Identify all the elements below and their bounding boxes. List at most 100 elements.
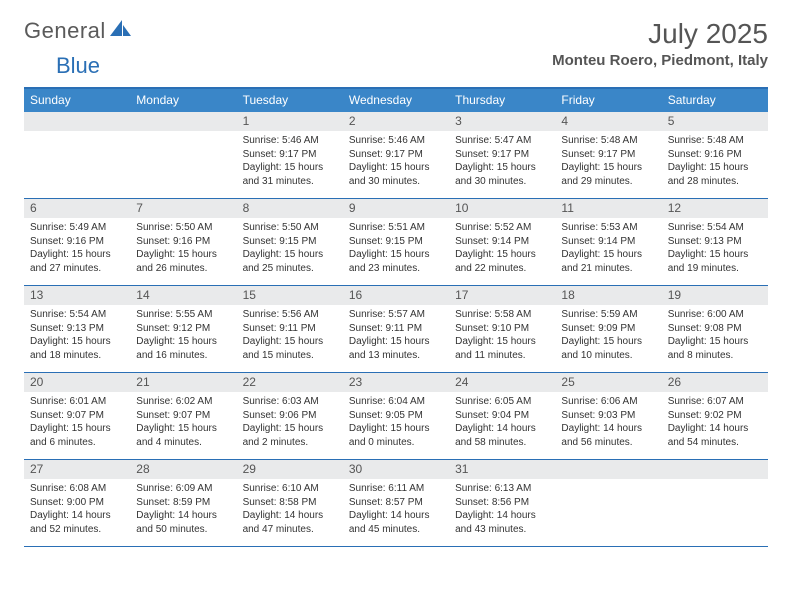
day-cell: 21Sunrise: 6:02 AMSunset: 9:07 PMDayligh… — [130, 373, 236, 459]
day-detail-line: Sunset: 9:16 PM — [136, 235, 230, 249]
day-details: Sunrise: 5:54 AMSunset: 9:13 PMDaylight:… — [24, 305, 130, 366]
day-detail-line: Sunset: 8:59 PM — [136, 496, 230, 510]
day-cell: 28Sunrise: 6:09 AMSunset: 8:59 PMDayligh… — [130, 460, 236, 546]
day-detail-line: Daylight: 15 hours and 4 minutes. — [136, 422, 230, 449]
day-detail-line: Daylight: 15 hours and 10 minutes. — [561, 335, 655, 362]
weekday-header: Wednesday — [343, 89, 449, 112]
month-title: July 2025 — [552, 18, 768, 50]
day-number: 14 — [130, 286, 236, 305]
day-details: Sunrise: 5:57 AMSunset: 9:11 PMDaylight:… — [343, 305, 449, 366]
day-detail-line: Daylight: 15 hours and 6 minutes. — [30, 422, 124, 449]
day-number — [130, 112, 236, 131]
day-detail-line: Daylight: 15 hours and 31 minutes. — [243, 161, 337, 188]
day-number: 22 — [237, 373, 343, 392]
day-number: 31 — [449, 460, 555, 479]
day-cell — [130, 112, 236, 198]
day-details: Sunrise: 5:48 AMSunset: 9:16 PMDaylight:… — [662, 131, 768, 192]
day-detail-line: Daylight: 14 hours and 56 minutes. — [561, 422, 655, 449]
day-detail-line: Daylight: 15 hours and 29 minutes. — [561, 161, 655, 188]
day-detail-line: Sunrise: 5:58 AM — [455, 308, 549, 322]
day-detail-line: Daylight: 14 hours and 52 minutes. — [30, 509, 124, 536]
day-detail-line: Sunset: 9:17 PM — [455, 148, 549, 162]
day-details: Sunrise: 6:09 AMSunset: 8:59 PMDaylight:… — [130, 479, 236, 540]
day-number: 8 — [237, 199, 343, 218]
day-detail-line: Sunrise: 6:13 AM — [455, 482, 549, 496]
day-detail-line: Sunset: 9:10 PM — [455, 322, 549, 336]
day-details: Sunrise: 6:13 AMSunset: 8:56 PMDaylight:… — [449, 479, 555, 540]
day-details: Sunrise: 5:55 AMSunset: 9:12 PMDaylight:… — [130, 305, 236, 366]
title-block: July 2025 Monteu Roero, Piedmont, Italy — [552, 18, 768, 69]
day-detail-line: Sunrise: 6:09 AM — [136, 482, 230, 496]
day-details: Sunrise: 6:08 AMSunset: 9:00 PMDaylight:… — [24, 479, 130, 540]
day-cell: 6Sunrise: 5:49 AMSunset: 9:16 PMDaylight… — [24, 199, 130, 285]
day-details: Sunrise: 5:56 AMSunset: 9:11 PMDaylight:… — [237, 305, 343, 366]
day-number — [662, 460, 768, 479]
day-number: 15 — [237, 286, 343, 305]
week-row: 27Sunrise: 6:08 AMSunset: 9:00 PMDayligh… — [24, 460, 768, 547]
calendar-page: General July 2025 Monteu Roero, Piedmont… — [0, 0, 792, 547]
weekday-header: Monday — [130, 89, 236, 112]
day-detail-line: Sunrise: 5:56 AM — [243, 308, 337, 322]
day-details: Sunrise: 5:49 AMSunset: 9:16 PMDaylight:… — [24, 218, 130, 279]
day-detail-line: Sunrise: 5:48 AM — [668, 134, 762, 148]
day-details: Sunrise: 5:58 AMSunset: 9:10 PMDaylight:… — [449, 305, 555, 366]
day-cell: 30Sunrise: 6:11 AMSunset: 8:57 PMDayligh… — [343, 460, 449, 546]
day-detail-line: Sunrise: 5:51 AM — [349, 221, 443, 235]
day-detail-line: Daylight: 15 hours and 28 minutes. — [668, 161, 762, 188]
day-cell: 12Sunrise: 5:54 AMSunset: 9:13 PMDayligh… — [662, 199, 768, 285]
day-detail-line: Sunrise: 6:01 AM — [30, 395, 124, 409]
day-number: 18 — [555, 286, 661, 305]
day-details: Sunrise: 6:04 AMSunset: 9:05 PMDaylight:… — [343, 392, 449, 453]
day-number: 26 — [662, 373, 768, 392]
day-cell — [662, 460, 768, 546]
day-detail-line: Sunset: 8:58 PM — [243, 496, 337, 510]
day-details: Sunrise: 6:03 AMSunset: 9:06 PMDaylight:… — [237, 392, 343, 453]
day-number: 12 — [662, 199, 768, 218]
day-number: 5 — [662, 112, 768, 131]
day-detail-line: Daylight: 14 hours and 50 minutes. — [136, 509, 230, 536]
day-detail-line: Daylight: 15 hours and 13 minutes. — [349, 335, 443, 362]
day-cell: 1Sunrise: 5:46 AMSunset: 9:17 PMDaylight… — [237, 112, 343, 198]
day-details: Sunrise: 6:11 AMSunset: 8:57 PMDaylight:… — [343, 479, 449, 540]
day-cell: 15Sunrise: 5:56 AMSunset: 9:11 PMDayligh… — [237, 286, 343, 372]
day-cell: 11Sunrise: 5:53 AMSunset: 9:14 PMDayligh… — [555, 199, 661, 285]
day-detail-line: Sunrise: 5:48 AM — [561, 134, 655, 148]
day-detail-line: Daylight: 14 hours and 54 minutes. — [668, 422, 762, 449]
day-cell: 13Sunrise: 5:54 AMSunset: 9:13 PMDayligh… — [24, 286, 130, 372]
day-detail-line: Sunset: 9:16 PM — [30, 235, 124, 249]
day-detail-line: Daylight: 15 hours and 18 minutes. — [30, 335, 124, 362]
day-detail-line: Daylight: 15 hours and 25 minutes. — [243, 248, 337, 275]
day-detail-line: Sunset: 9:11 PM — [349, 322, 443, 336]
day-detail-line: Sunrise: 5:52 AM — [455, 221, 549, 235]
day-detail-line: Sunrise: 6:05 AM — [455, 395, 549, 409]
day-cell: 4Sunrise: 5:48 AMSunset: 9:17 PMDaylight… — [555, 112, 661, 198]
day-detail-line: Sunset: 9:15 PM — [349, 235, 443, 249]
day-cell: 16Sunrise: 5:57 AMSunset: 9:11 PMDayligh… — [343, 286, 449, 372]
day-cell: 10Sunrise: 5:52 AMSunset: 9:14 PMDayligh… — [449, 199, 555, 285]
day-details: Sunrise: 6:07 AMSunset: 9:02 PMDaylight:… — [662, 392, 768, 453]
day-detail-line: Daylight: 15 hours and 15 minutes. — [243, 335, 337, 362]
day-details: Sunrise: 6:05 AMSunset: 9:04 PMDaylight:… — [449, 392, 555, 453]
day-details: Sunrise: 5:51 AMSunset: 9:15 PMDaylight:… — [343, 218, 449, 279]
weekday-header: Friday — [555, 89, 661, 112]
day-detail-line: Sunrise: 5:46 AM — [243, 134, 337, 148]
day-detail-line: Daylight: 15 hours and 22 minutes. — [455, 248, 549, 275]
day-number: 30 — [343, 460, 449, 479]
day-detail-line: Daylight: 15 hours and 21 minutes. — [561, 248, 655, 275]
weekday-header-row: Sunday Monday Tuesday Wednesday Thursday… — [24, 89, 768, 112]
day-detail-line: Daylight: 15 hours and 30 minutes. — [349, 161, 443, 188]
day-cell: 9Sunrise: 5:51 AMSunset: 9:15 PMDaylight… — [343, 199, 449, 285]
day-details: Sunrise: 5:59 AMSunset: 9:09 PMDaylight:… — [555, 305, 661, 366]
day-details: Sunrise: 5:50 AMSunset: 9:16 PMDaylight:… — [130, 218, 236, 279]
day-number: 11 — [555, 199, 661, 218]
day-detail-line: Daylight: 15 hours and 11 minutes. — [455, 335, 549, 362]
weekday-header: Tuesday — [237, 89, 343, 112]
day-detail-line: Sunset: 9:14 PM — [561, 235, 655, 249]
day-detail-line: Sunset: 9:04 PM — [455, 409, 549, 423]
day-cell: 25Sunrise: 6:06 AMSunset: 9:03 PMDayligh… — [555, 373, 661, 459]
day-number — [24, 112, 130, 131]
logo: General — [24, 18, 134, 44]
day-detail-line: Daylight: 15 hours and 16 minutes. — [136, 335, 230, 362]
day-number: 17 — [449, 286, 555, 305]
day-number: 4 — [555, 112, 661, 131]
